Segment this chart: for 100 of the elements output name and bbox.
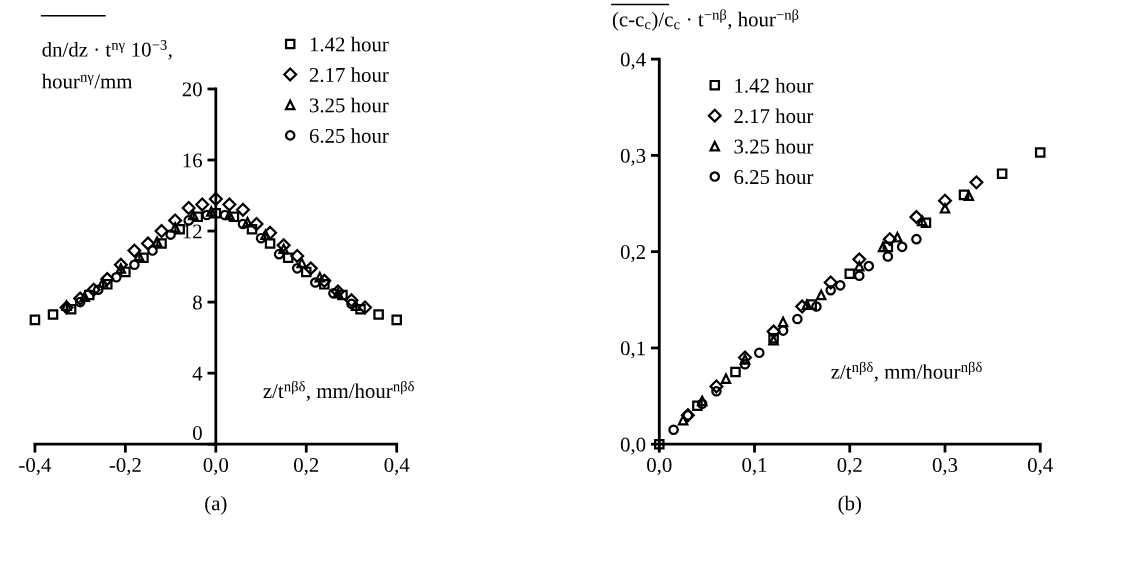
- y-axis-title: (c-c$_{c}$)/c$_{c}$ · t$^{−nβ}$, hour$^{−nβ}$: [612, 9, 799, 31]
- x-tick-label: 0,2: [294, 458, 319, 476]
- x-tick-label: 0,4: [1027, 458, 1053, 476]
- legend-label: 2.17 hour: [309, 67, 389, 83]
- point: [140, 236, 155, 251]
- point: [249, 216, 264, 231]
- point: [811, 301, 822, 312]
- point: [290, 248, 305, 263]
- point: [111, 271, 122, 283]
- point: [877, 241, 889, 253]
- point: [766, 324, 781, 339]
- y-tick-label: 0,0: [620, 437, 646, 455]
- point: [692, 400, 703, 411]
- annotation: z/t$^{nβδ}$, mm/hour$^{nβδ}$: [263, 380, 414, 402]
- point: [730, 366, 741, 378]
- y-tick-label: 0,1: [620, 341, 645, 359]
- point: [896, 241, 908, 253]
- x-tick-label: -0,4: [19, 458, 52, 476]
- legend-label: 2.17 hour: [734, 108, 814, 124]
- point: [29, 314, 41, 326]
- point: [373, 309, 384, 320]
- x-tick-label: 0,1: [742, 458, 767, 476]
- point: [165, 229, 176, 240]
- point: [86, 282, 101, 297]
- point: [815, 289, 827, 301]
- point: [317, 273, 332, 288]
- point: [863, 260, 875, 272]
- point: [263, 225, 278, 240]
- point: [391, 314, 402, 326]
- point: [823, 275, 838, 290]
- point: [151, 236, 163, 247]
- y-tick-label: 12: [183, 224, 202, 239]
- point: [355, 303, 366, 315]
- point: [825, 284, 836, 296]
- x-tick-label: -0,2: [109, 458, 141, 476]
- legend-label: 6.25 hour: [734, 169, 814, 185]
- point: [100, 272, 115, 287]
- point: [156, 238, 167, 249]
- point: [195, 197, 210, 212]
- point: [129, 259, 140, 271]
- point: [319, 279, 330, 290]
- point: [47, 309, 59, 320]
- point: [102, 279, 113, 290]
- point: [228, 211, 240, 223]
- point: [795, 299, 810, 314]
- point: [709, 379, 724, 394]
- point: [174, 224, 185, 235]
- y-tick-label: 4: [192, 366, 203, 381]
- point: [358, 300, 373, 315]
- legend-label: 3.25 hour: [734, 138, 814, 154]
- y-tick-label: 0,2: [620, 245, 645, 263]
- annotation: z/t$^{nβδ}$, mm/hour$^{nβδ}$: [831, 361, 982, 382]
- point: [937, 193, 952, 208]
- point: [246, 224, 258, 235]
- point: [892, 231, 903, 243]
- y-tick-label: 20: [182, 82, 202, 97]
- point: [882, 251, 894, 262]
- point: [147, 245, 158, 256]
- point: [969, 175, 984, 190]
- point: [939, 203, 951, 214]
- point: [296, 257, 308, 269]
- point: [996, 168, 1008, 179]
- point: [127, 243, 142, 258]
- x-axis-title: (a): [205, 495, 227, 515]
- point: [242, 216, 253, 228]
- x-axis-title: (b): [838, 495, 861, 515]
- point: [911, 233, 922, 245]
- point: [882, 232, 897, 247]
- point: [168, 213, 183, 228]
- point: [854, 260, 865, 272]
- point: [83, 289, 95, 301]
- point: [711, 385, 722, 397]
- point: [65, 303, 77, 315]
- y-tick-label: 0,4: [620, 52, 646, 70]
- x-tick-label: 0,2: [837, 458, 862, 476]
- point: [187, 209, 199, 221]
- x-tick-label: 0,4: [384, 458, 410, 476]
- point: [882, 241, 894, 253]
- point: [74, 296, 86, 308]
- point: [854, 270, 865, 282]
- point: [314, 271, 326, 283]
- point: [754, 347, 765, 359]
- point: [303, 261, 318, 276]
- point: [792, 313, 803, 325]
- point: [777, 316, 789, 328]
- point: [834, 280, 846, 291]
- point: [738, 350, 753, 365]
- y-tick-label: 16: [183, 153, 202, 168]
- y-tick-label: 0,3: [620, 148, 646, 166]
- point: [916, 215, 928, 227]
- point: [720, 373, 732, 385]
- point: [344, 293, 359, 308]
- point: [113, 257, 128, 272]
- point: [852, 252, 867, 267]
- point: [300, 266, 312, 278]
- point: [291, 263, 303, 274]
- point: [276, 238, 291, 253]
- point: [208, 192, 223, 207]
- point: [235, 202, 250, 217]
- y-tick-label: 8: [193, 295, 202, 310]
